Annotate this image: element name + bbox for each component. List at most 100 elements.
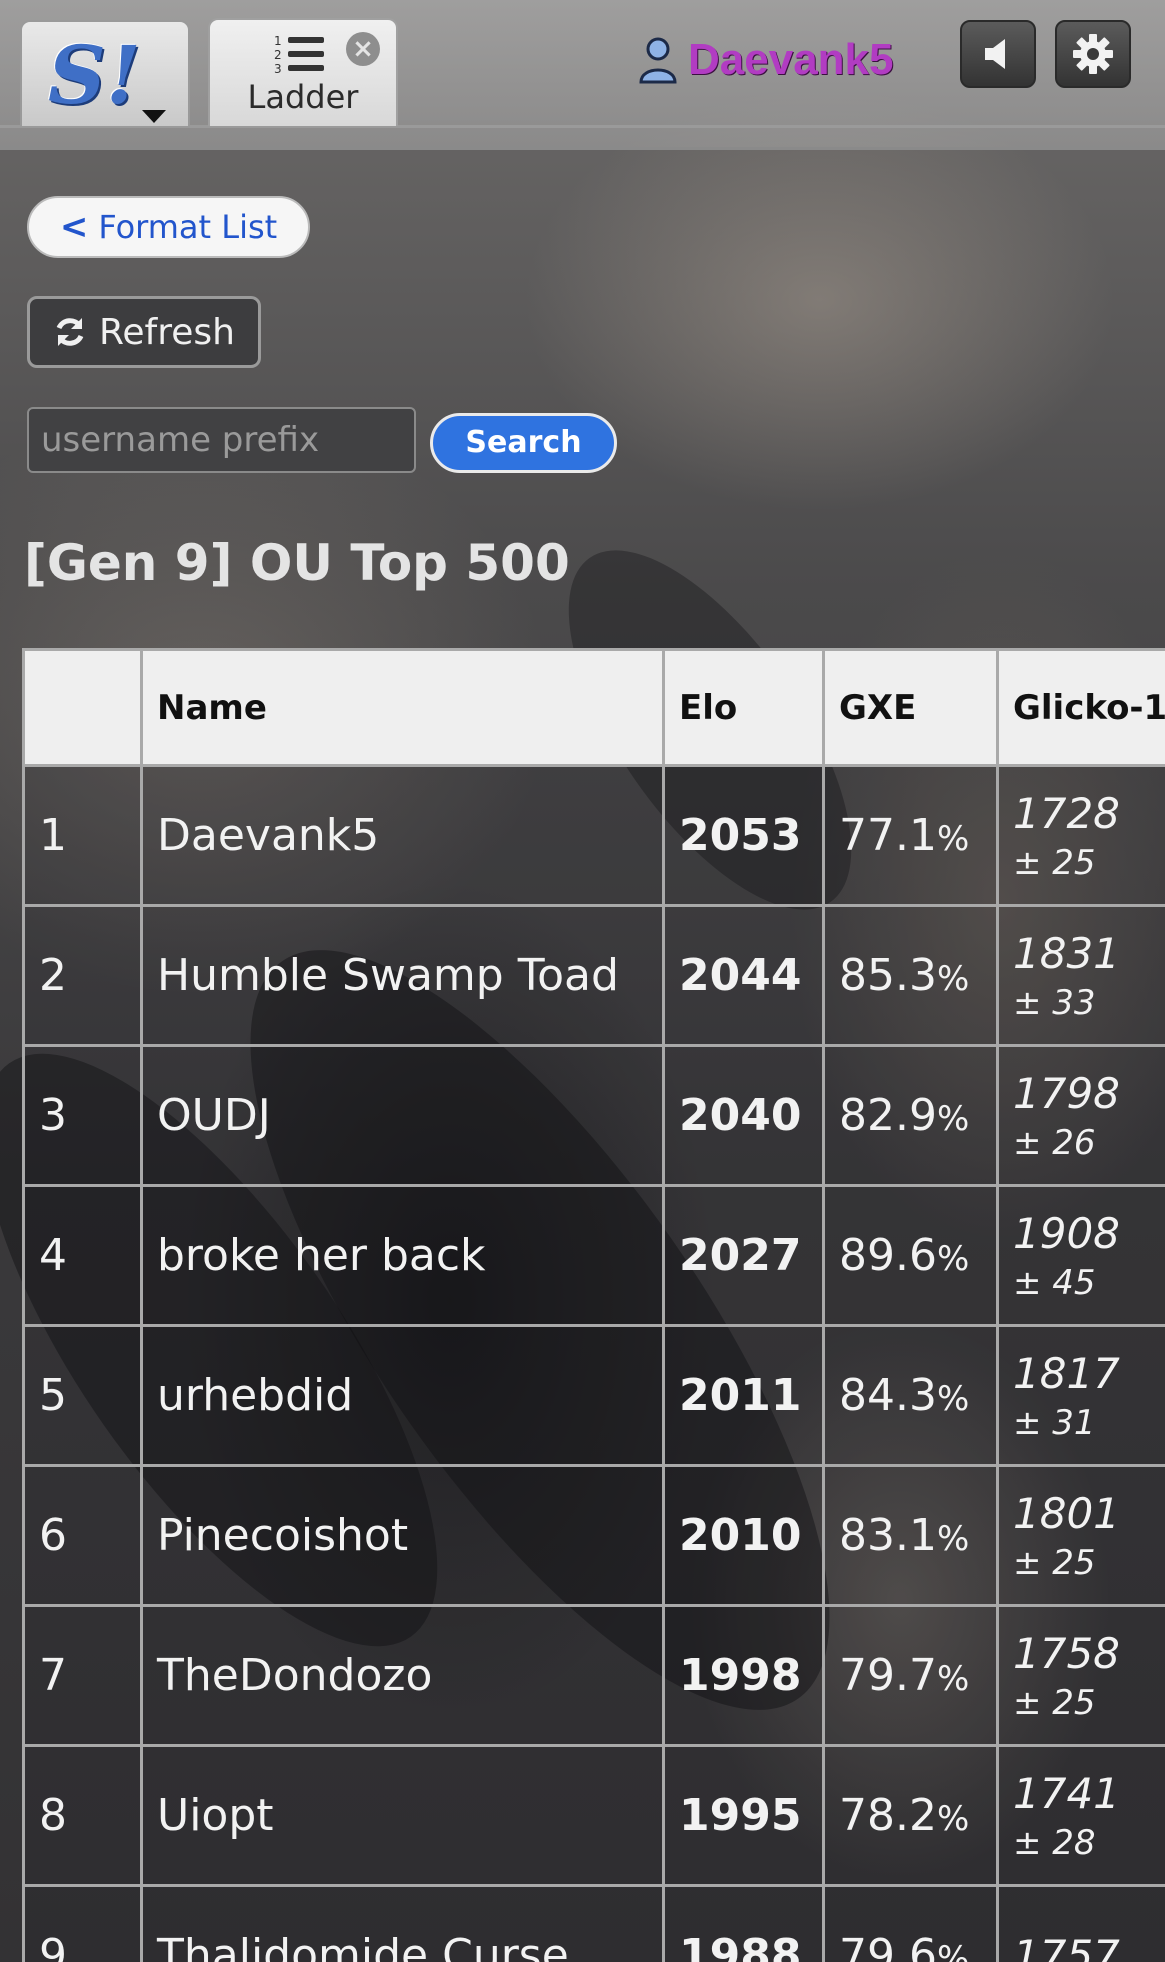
elo-cell: 2010 bbox=[662, 1464, 825, 1607]
table-row: 4 broke her back 2027 89.6% 1908 ± 45 bbox=[22, 1184, 1165, 1327]
percent-sign: % bbox=[936, 959, 970, 999]
gear-icon bbox=[1073, 34, 1113, 74]
column-header-rank bbox=[22, 648, 143, 767]
player-name-cell[interactable]: Uiopt bbox=[140, 1744, 665, 1887]
refresh-label: Refresh bbox=[99, 311, 235, 353]
table-row: 3 OUDJ 2040 82.9% 1798 ± 26 bbox=[22, 1044, 1165, 1187]
format-list-button[interactable]: < Format List bbox=[27, 196, 310, 258]
rank-cell: 2 bbox=[22, 904, 143, 1047]
gxe-value: 79.6 bbox=[839, 1930, 937, 1962]
top-header: S! 1 2 3 Ladder × Daevank5 bbox=[0, 0, 1165, 150]
glicko-deviation: ± 25 bbox=[1013, 842, 1096, 883]
gxe-cell: 79.6% bbox=[822, 1884, 999, 1962]
table-row: 9 Thalidomide Curse 1988 79.6% 1757 bbox=[22, 1884, 1165, 1962]
svg-text:3: 3 bbox=[274, 62, 282, 76]
glicko-cell: 1831 ± 33 bbox=[996, 904, 1165, 1047]
table-row: 8 Uiopt 1995 78.2% 1741 ± 28 bbox=[22, 1744, 1165, 1887]
table-row: 6 Pinecoishot 2010 83.1% 1801 ± 25 bbox=[22, 1464, 1165, 1607]
gxe-value: 83.1 bbox=[839, 1510, 937, 1561]
main-menu-tab[interactable]: S! bbox=[20, 20, 190, 126]
elo-cell: 2011 bbox=[662, 1324, 825, 1467]
glicko-deviation: ± 25 bbox=[1013, 1542, 1096, 1583]
glicko-rating: 1801 bbox=[1013, 1488, 1120, 1538]
gxe-cell: 85.3% bbox=[822, 904, 999, 1047]
chevron-down-icon bbox=[142, 110, 166, 123]
gxe-value: 79.7 bbox=[839, 1650, 937, 1701]
rank-cell: 9 bbox=[22, 1884, 143, 1962]
page-title: [Gen 9] OU Top 500 bbox=[24, 534, 570, 592]
glicko-deviation: ± 33 bbox=[1013, 982, 1096, 1023]
player-name-cell[interactable]: Thalidomide Curse bbox=[140, 1884, 665, 1962]
glicko-rating: 1757 bbox=[1013, 1930, 1120, 1962]
percent-sign: % bbox=[936, 1799, 970, 1839]
elo-cell: 2040 bbox=[662, 1044, 825, 1187]
elo-cell: 2053 bbox=[662, 764, 825, 907]
header-divider bbox=[0, 125, 1165, 128]
player-name-cell[interactable]: broke her back bbox=[140, 1184, 665, 1327]
glicko-cell: 1741 ± 28 bbox=[996, 1744, 1165, 1887]
glicko-cell: 1908 ± 45 bbox=[996, 1184, 1165, 1327]
rank-cell: 6 bbox=[22, 1464, 143, 1607]
column-header-glicko: Glicko-1 bbox=[996, 648, 1165, 767]
table-row: 2 Humble Swamp Toad 2044 85.3% 1831 ± 33 bbox=[22, 904, 1165, 1047]
player-name-cell[interactable]: OUDJ bbox=[140, 1044, 665, 1187]
format-list-label: Format List bbox=[98, 208, 278, 246]
percent-sign: % bbox=[936, 1659, 970, 1699]
percent-sign: % bbox=[936, 1379, 970, 1419]
glicko-cell: 1757 bbox=[996, 1884, 1165, 1962]
gxe-value: 89.6 bbox=[839, 1230, 937, 1281]
rank-cell: 3 bbox=[22, 1044, 143, 1187]
username-prefix-input[interactable]: username prefix bbox=[27, 407, 416, 473]
rank-cell: 5 bbox=[22, 1324, 143, 1467]
close-icon[interactable]: × bbox=[346, 32, 380, 66]
rank-cell: 8 bbox=[22, 1744, 143, 1887]
glicko-rating: 1908 bbox=[1013, 1208, 1120, 1258]
glicko-deviation: ± 25 bbox=[1013, 1682, 1096, 1723]
sound-button[interactable] bbox=[960, 20, 1036, 88]
gxe-cell: 78.2% bbox=[822, 1744, 999, 1887]
table-header-row: Name Elo GXE Glicko-1 bbox=[22, 648, 1165, 767]
player-name-cell[interactable]: Daevank5 bbox=[140, 764, 665, 907]
elo-cell: 2044 bbox=[662, 904, 825, 1047]
gxe-value: 84.3 bbox=[839, 1370, 937, 1421]
glicko-deviation: ± 45 bbox=[1013, 1262, 1096, 1303]
elo-cell: 1998 bbox=[662, 1604, 825, 1747]
refresh-button[interactable]: Refresh bbox=[27, 296, 261, 368]
svg-text:2: 2 bbox=[274, 48, 282, 62]
chevron-left-icon: < bbox=[59, 207, 89, 247]
glicko-deviation: ± 28 bbox=[1013, 1822, 1096, 1863]
sound-icon bbox=[985, 39, 1005, 69]
player-name-cell[interactable]: TheDondozo bbox=[140, 1604, 665, 1747]
table-row: 5 urhebdid 2011 84.3% 1817 ± 31 bbox=[22, 1324, 1165, 1467]
player-name-cell[interactable]: Humble Swamp Toad bbox=[140, 904, 665, 1047]
column-header-gxe: GXE bbox=[822, 648, 999, 767]
glicko-rating: 1798 bbox=[1013, 1068, 1120, 1118]
tab-ladder-label: Ladder bbox=[247, 78, 359, 116]
glicko-rating: 1817 bbox=[1013, 1348, 1120, 1398]
rank-cell: 7 bbox=[22, 1604, 143, 1747]
gxe-cell: 84.3% bbox=[822, 1324, 999, 1467]
ladder-table: Name Elo GXE Glicko-1 1 Daevank5 2053 77.1%… bbox=[22, 648, 1165, 1962]
search-button[interactable]: Search bbox=[430, 413, 617, 473]
gxe-cell: 77.1% bbox=[822, 764, 999, 907]
username[interactable]: Daevank5 bbox=[688, 35, 894, 84]
glicko-cell: 1801 ± 25 bbox=[996, 1464, 1165, 1607]
settings-button[interactable] bbox=[1055, 20, 1131, 88]
gxe-value: 85.3 bbox=[839, 950, 937, 1001]
gxe-cell: 79.7% bbox=[822, 1604, 999, 1747]
player-name-cell[interactable]: urhebdid bbox=[140, 1324, 665, 1467]
column-header-elo: Elo bbox=[662, 648, 825, 767]
glicko-rating: 1831 bbox=[1013, 928, 1120, 978]
percent-sign: % bbox=[936, 819, 970, 859]
gxe-cell: 89.6% bbox=[822, 1184, 999, 1327]
column-header-name: Name bbox=[140, 648, 665, 767]
glicko-cell: 1728 ± 25 bbox=[996, 764, 1165, 907]
rank-cell: 1 bbox=[22, 764, 143, 907]
glicko-deviation: ± 31 bbox=[1013, 1402, 1096, 1443]
user-menu[interactable]: Daevank5 bbox=[638, 30, 893, 90]
glicko-cell: 1798 ± 26 bbox=[996, 1044, 1165, 1187]
svg-text:1: 1 bbox=[274, 34, 282, 48]
glicko-rating: 1741 bbox=[1013, 1768, 1120, 1818]
player-name-cell[interactable]: Pinecoishot bbox=[140, 1464, 665, 1607]
glicko-deviation: ± 26 bbox=[1013, 1122, 1096, 1163]
